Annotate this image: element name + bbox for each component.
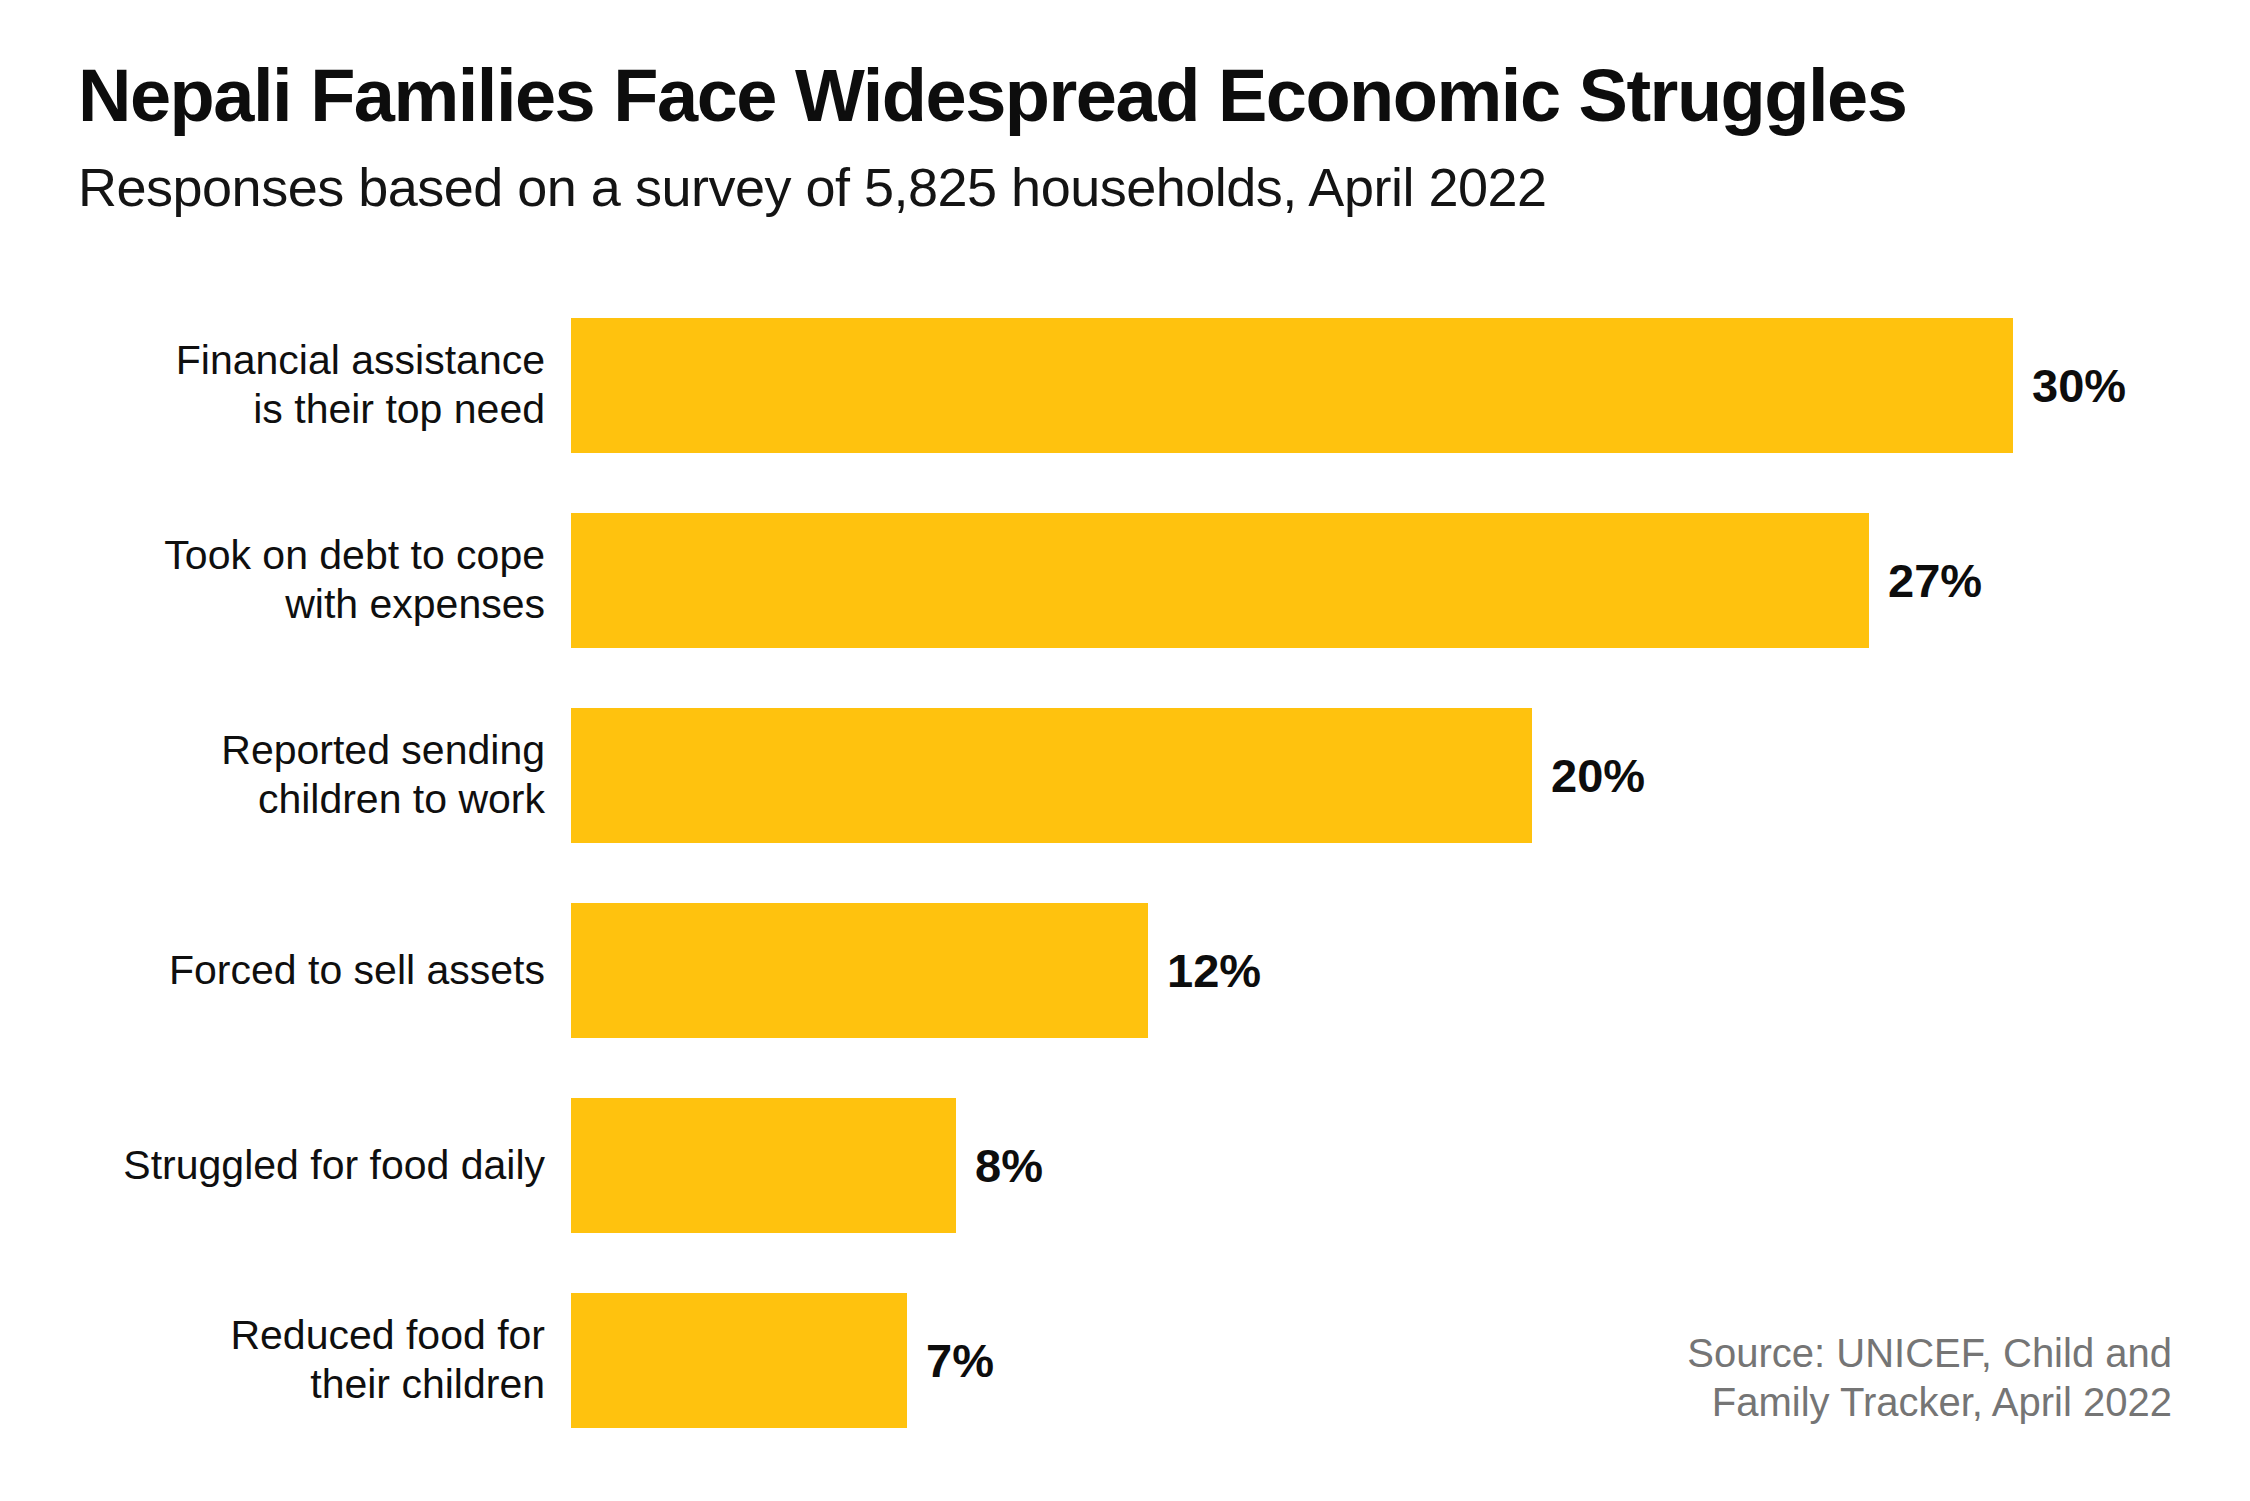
- value-label: 12%: [1167, 943, 1261, 998]
- bar: [571, 318, 2013, 453]
- bar-area: 12%: [571, 873, 2250, 1068]
- bar: [571, 513, 1869, 648]
- chart-header: Nepali Families Face Widespread Economic…: [78, 56, 2172, 218]
- source-line-1: Source: UNICEF, Child and: [1687, 1329, 2172, 1378]
- bar-area: 20%: [571, 678, 2250, 873]
- category-label: Reported sending children to work: [78, 726, 571, 824]
- chart-row: Struggled for food daily 8%: [78, 1068, 2250, 1263]
- bar-area: 27%: [571, 483, 2250, 678]
- value-label: 20%: [1551, 748, 1645, 803]
- value-label: 7%: [926, 1333, 994, 1388]
- bar: [571, 1293, 907, 1428]
- chart-row: Financial assistance is their top need 30…: [78, 288, 2250, 483]
- bar: [571, 708, 1532, 843]
- bar-area: 30%: [571, 288, 2250, 483]
- category-label: Struggled for food daily: [78, 1141, 571, 1190]
- source-credit: Source: UNICEF, Child and Family Tracker…: [1687, 1329, 2172, 1427]
- category-label: Forced to sell assets: [78, 946, 571, 995]
- value-label: 8%: [975, 1138, 1043, 1193]
- bar: [571, 1098, 956, 1233]
- category-label: Reduced food for their children: [78, 1311, 571, 1409]
- value-label: 27%: [1888, 553, 1982, 608]
- category-label: Financial assistance is their top need: [78, 336, 571, 434]
- value-label: 30%: [2032, 358, 2126, 413]
- bar-area: 8%: [571, 1068, 2250, 1263]
- chart-row: Took on debt to cope with expenses 27%: [78, 483, 2250, 678]
- bar-chart: Financial assistance is their top need 30…: [78, 288, 2250, 1458]
- chart-subtitle: Responses based on a survey of 5,825 hou…: [78, 156, 2172, 218]
- category-label: Took on debt to cope with expenses: [78, 531, 571, 629]
- bar: [571, 903, 1148, 1038]
- source-line-2: Family Tracker, April 2022: [1687, 1378, 2172, 1427]
- chart-row: Forced to sell assets 12%: [78, 873, 2250, 1068]
- chart-title: Nepali Families Face Widespread Economic…: [78, 56, 2172, 136]
- chart-row: Reported sending children to work 20%: [78, 678, 2250, 873]
